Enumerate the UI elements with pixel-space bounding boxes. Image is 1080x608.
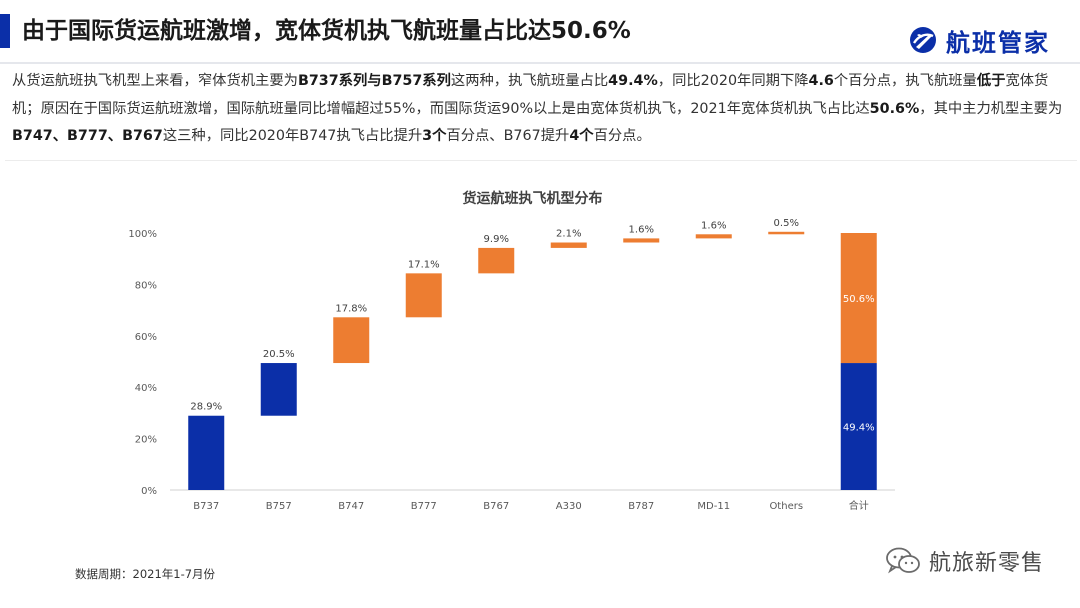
- x-tick-label: B787: [628, 501, 654, 512]
- x-tick-label: B747: [338, 501, 364, 512]
- description-highlight: 低于: [976, 73, 1006, 89]
- description-highlight: B737系列与B757系列: [297, 73, 451, 89]
- header-divider: [0, 62, 1080, 64]
- waterfall-bar: [623, 238, 660, 243]
- bar-data-label: 28.9%: [190, 402, 222, 413]
- description-highlight: 49.4%: [608, 73, 658, 89]
- description-text: 这两种，执飞航班量占比: [450, 73, 609, 89]
- waterfall-chart: 货运航班执飞机型分布 0% 20% 40% 60% 80% 100% B737 B757 B747…: [128, 190, 895, 512]
- x-tick-label: B737: [193, 501, 219, 512]
- bar-data-label: 1.6%: [629, 224, 654, 235]
- airplane-globe-icon: [910, 27, 936, 53]
- bar-data-label: 0.5%: [774, 218, 799, 229]
- bar-data-label: 20.5%: [263, 349, 295, 360]
- description-paragraph: 从货运航班执飞机型上来看，窄体货机主要为B737系列与B757系列这两种，执飞航…: [12, 68, 1072, 151]
- page-title: 由于国际货运航班激增，宽体货机执飞航班量占比达50.6%: [22, 18, 631, 44]
- x-tick-label: B757: [266, 501, 292, 512]
- total-segment-label: 49.4%: [843, 423, 875, 434]
- chart-title: 货运航班执飞机型分布: [462, 190, 603, 207]
- total-segment-label: 50.6%: [843, 294, 875, 305]
- total-bar-segment: [840, 363, 877, 490]
- waterfall-bar: [188, 415, 225, 490]
- y-tick-label: 100%: [128, 229, 157, 240]
- y-tick-label: 0%: [141, 486, 157, 497]
- bar-data-label: 17.8%: [335, 303, 367, 314]
- description-text: 从货运航班执飞机型上来看，窄体货机主要为: [12, 73, 298, 89]
- wechat-watermark: 航旅新零售: [885, 544, 1044, 578]
- x-tick-label: A330: [556, 501, 582, 512]
- bar-data-label: 1.6%: [701, 220, 726, 231]
- waterfall-bar: [260, 363, 297, 416]
- x-tick-label: B777: [411, 501, 437, 512]
- description-highlight: 4个: [569, 128, 594, 144]
- description-text: ，同比2020年同期下降: [657, 73, 809, 89]
- waterfall-bar: [768, 231, 805, 235]
- x-tick-label: B767: [483, 501, 509, 512]
- waterfall-bar: [478, 247, 515, 274]
- bar-data-label: 9.9%: [484, 234, 509, 245]
- description-highlight: 50.6%: [869, 100, 920, 117]
- bar-data-label: 17.1%: [408, 259, 440, 270]
- y-tick-label: 40%: [135, 383, 157, 394]
- description-text: ，其中主力机型主要为: [919, 100, 1063, 117]
- waterfall-bar: [695, 234, 732, 239]
- description-highlight: 3个: [422, 128, 447, 144]
- x-tick-label: MD-11: [697, 501, 730, 512]
- description-text: 百分点。: [593, 128, 651, 144]
- y-tick-label: 80%: [135, 280, 157, 291]
- bar-data-label: 2.1%: [556, 229, 581, 240]
- brand-name: 航班管家: [946, 28, 1050, 57]
- waterfall-bar: [333, 317, 370, 364]
- data-period-note: 数据周期：2021年1-7月份: [75, 567, 216, 581]
- description-text: 宽体货机；原因在于国际货运航班激增，国际航班量同比增幅超过55%，而国际货运90…: [12, 73, 1049, 117]
- waterfall-bar: [405, 273, 442, 318]
- x-tick-label: Others: [769, 501, 803, 512]
- total-bar-segment: [840, 233, 877, 364]
- description-highlight: 4.6: [808, 73, 834, 89]
- x-tick-label: 合计: [849, 499, 869, 512]
- description-text: 这三种，同比2020年B747执飞占比提升: [162, 128, 423, 144]
- title-accent-bar: [0, 14, 10, 48]
- y-tick-label: 60%: [135, 332, 157, 343]
- wechat-icon: [886, 547, 920, 574]
- waterfall-bar: [550, 242, 587, 248]
- description-text: 百分点、B767提升: [446, 128, 570, 144]
- y-tick-label: 20%: [135, 435, 157, 446]
- description-text: 个百分点，执飞航班量: [833, 73, 977, 89]
- brand-logo-group: 航班管家: [908, 22, 1050, 58]
- watermark-text: 航旅新零售: [928, 551, 1044, 576]
- chart-panel: 货运航班执飞机型分布 0% 20% 40% 60% 80% 100% B737 B757 B747…: [5, 160, 1077, 605]
- description-highlight: B747、B777、B767: [12, 128, 163, 144]
